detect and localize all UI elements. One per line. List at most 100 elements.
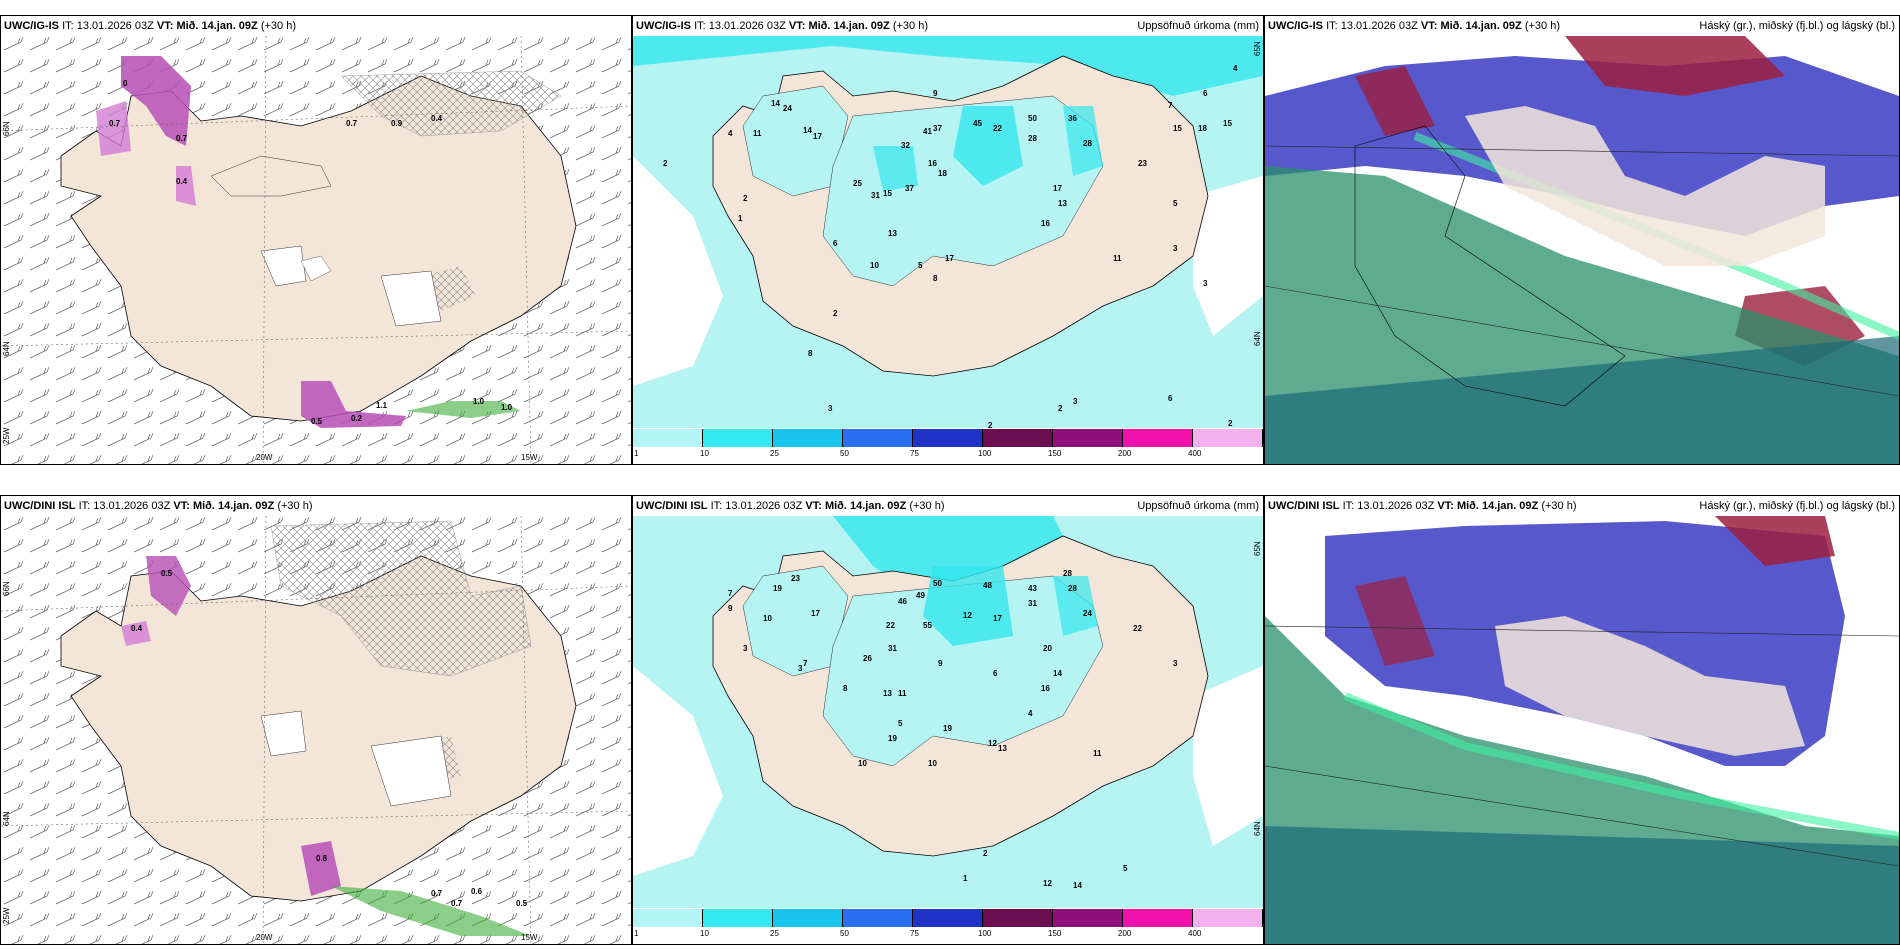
precip-value-labels: 10 19 7 9 23 17 46 49 50 48 43 28 28 24 … xyxy=(728,569,1178,890)
panel-header: UWC/DINI ISL IT: 13.01.2026 03Z VT: Mið.… xyxy=(1265,496,1899,516)
svg-text:14: 14 xyxy=(771,99,780,108)
lon-label: 20W xyxy=(256,933,273,942)
lat-label: 65N xyxy=(1253,541,1262,556)
lat-label: 64N xyxy=(2,811,11,826)
svg-text:50: 50 xyxy=(1028,114,1037,123)
legend-tick: 400 xyxy=(1188,929,1202,938)
svg-text:17: 17 xyxy=(811,609,820,618)
svg-text:0.5: 0.5 xyxy=(516,899,528,908)
svg-text:28: 28 xyxy=(1063,569,1072,578)
svg-text:37: 37 xyxy=(905,184,914,193)
svg-text:31: 31 xyxy=(871,191,880,200)
legend-tick: 200 xyxy=(1118,449,1132,458)
vt-label: VT: xyxy=(1420,20,1438,32)
svg-text:48: 48 xyxy=(983,581,992,590)
svg-text:3: 3 xyxy=(828,404,833,413)
svg-text:2: 2 xyxy=(663,159,668,168)
svg-text:36: 36 xyxy=(1068,114,1077,123)
svg-text:0.8: 0.8 xyxy=(316,854,328,863)
svg-text:6: 6 xyxy=(993,669,998,678)
svg-text:8: 8 xyxy=(808,349,813,358)
svg-text:17: 17 xyxy=(813,132,822,141)
svg-text:15: 15 xyxy=(1173,124,1182,133)
svg-text:2: 2 xyxy=(743,194,748,203)
svg-text:0.5: 0.5 xyxy=(311,417,323,426)
precip-value-labels: 9 4 6 7 14 24 11 14 17 37 45 22 50 36 28… xyxy=(663,64,1238,428)
it-label: IT: xyxy=(710,500,723,512)
init-time: 13.01.2026 03Z xyxy=(1357,500,1435,512)
legend-tick: 50 xyxy=(840,449,849,458)
lead-time: (+30 h) xyxy=(1524,20,1560,32)
svg-text:55: 55 xyxy=(923,621,932,630)
legend-box xyxy=(983,909,1053,927)
svg-text:0.4: 0.4 xyxy=(431,114,443,123)
wind-snow-map: 0 0.7 0.7 0.4 0.4 0.9 1.0 0.5 0.2 1.1 1.… xyxy=(1,36,631,464)
lat-label: 64N xyxy=(2,341,11,356)
legend-box xyxy=(913,429,983,447)
svg-text:12: 12 xyxy=(1043,879,1052,888)
valid-time: Mið. 14.jan. 09Z xyxy=(808,20,890,32)
vt-label: VT: xyxy=(156,20,174,32)
legend-tick: 1 xyxy=(634,449,639,458)
panel-header: UWC/DINI ISL IT: 13.01.2026 03Z VT: Mið.… xyxy=(633,496,1263,516)
product-title: Háský (gr.), miðský (fj.bl.) og lágský (… xyxy=(1699,20,1895,32)
lat-label: 64N xyxy=(1253,821,1262,836)
valid-time: Mið. 14.jan. 09Z xyxy=(1456,500,1539,512)
svg-text:0.5: 0.5 xyxy=(161,569,173,578)
legend-box xyxy=(1123,429,1193,447)
model-name: UWC/IG-IS xyxy=(4,20,59,32)
svg-text:0.2: 0.2 xyxy=(351,414,363,423)
lat-label: 65N xyxy=(1253,41,1262,56)
legend-box xyxy=(983,429,1053,447)
valid-time: Mið. 14.jan. 09Z xyxy=(176,20,258,32)
legend-tick: 100 xyxy=(978,929,992,938)
svg-text:7: 7 xyxy=(1168,101,1173,110)
svg-text:0.4: 0.4 xyxy=(131,624,143,633)
product-title: Uppsöfnuð úrkoma (mm) xyxy=(1137,500,1259,512)
svg-text:10: 10 xyxy=(763,614,772,623)
iceland-landmass xyxy=(60,75,577,422)
legend-tick: 150 xyxy=(1048,929,1062,938)
cloud-cover-map xyxy=(1265,36,1899,464)
precip-map: 10 19 7 9 23 17 46 49 50 48 43 28 28 24 … xyxy=(633,516,1263,908)
legend-tick: 1 xyxy=(634,929,639,938)
svg-text:15: 15 xyxy=(883,189,892,198)
svg-text:16: 16 xyxy=(928,159,937,168)
svg-text:3: 3 xyxy=(1203,279,1208,288)
lead-time: (+30 h) xyxy=(909,500,945,512)
svg-text:43: 43 xyxy=(1028,584,1037,593)
svg-text:31: 31 xyxy=(888,644,897,653)
svg-text:31: 31 xyxy=(1028,599,1037,608)
svg-text:3: 3 xyxy=(1173,659,1178,668)
legend-box xyxy=(913,909,983,927)
svg-text:1.0: 1.0 xyxy=(473,397,485,406)
svg-text:7: 7 xyxy=(803,659,808,668)
svg-text:16: 16 xyxy=(1041,219,1050,228)
svg-text:41: 41 xyxy=(923,127,932,136)
svg-text:28: 28 xyxy=(1083,139,1092,148)
svg-text:22: 22 xyxy=(1133,624,1142,633)
legend-box xyxy=(843,909,913,927)
svg-text:19: 19 xyxy=(888,734,897,743)
lead-time: (+30 h) xyxy=(1541,500,1577,512)
svg-text:11: 11 xyxy=(898,689,907,698)
legend-tick: 100 xyxy=(978,449,992,458)
lon-label: 20W xyxy=(256,453,273,462)
svg-text:6: 6 xyxy=(1168,394,1173,403)
svg-text:1.0: 1.0 xyxy=(501,403,513,412)
legend-box xyxy=(1193,429,1263,447)
precip-map: 9 4 6 7 14 24 11 14 17 37 45 22 50 36 28… xyxy=(633,36,1263,428)
vt-label: VT: xyxy=(805,500,822,512)
svg-text:5: 5 xyxy=(1123,864,1128,873)
it-label: IT: xyxy=(78,500,91,512)
svg-text:19: 19 xyxy=(943,724,952,733)
legend-box xyxy=(1053,429,1123,447)
svg-text:0.7: 0.7 xyxy=(431,889,443,898)
panel-header: UWC/IG-IS IT: 13.01.2026 03Z VT: Mið. 14… xyxy=(633,16,1263,36)
svg-text:2: 2 xyxy=(1058,404,1063,413)
svg-text:5: 5 xyxy=(898,719,903,728)
svg-text:25: 25 xyxy=(853,179,862,188)
init-time: 13.01.2026 03Z xyxy=(76,20,154,32)
svg-text:2: 2 xyxy=(1228,419,1233,428)
snow-value-labels: 0 0.7 0.7 0.4 0.4 0.9 1.0 0.5 0.2 1.1 1.… xyxy=(109,79,513,426)
